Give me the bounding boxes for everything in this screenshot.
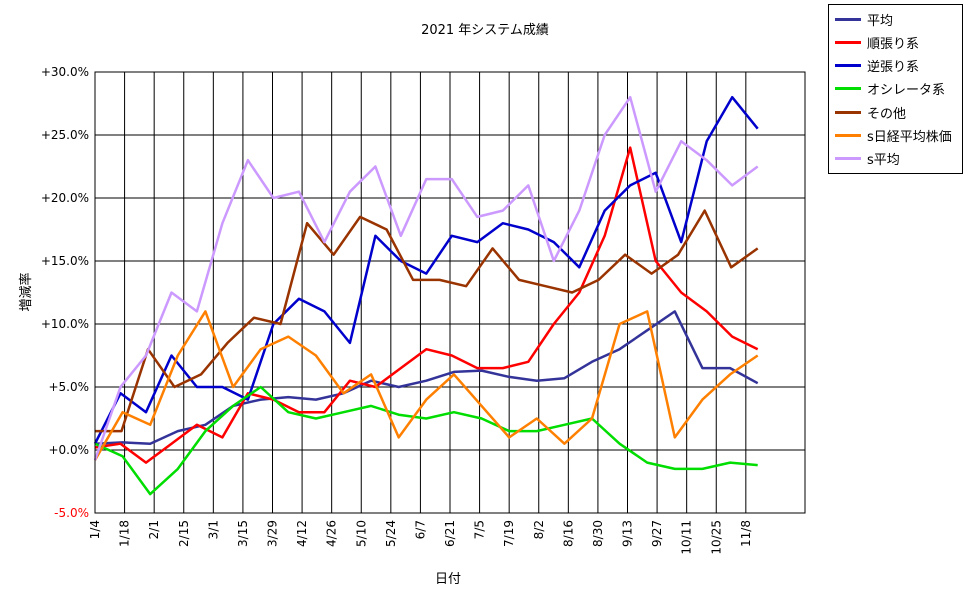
legend-item: s日経平均株価 (835, 126, 952, 146)
legend-item: オシレータ系 (835, 79, 945, 99)
x-tick-label: 1/18 (118, 520, 132, 547)
x-tick-label: 9/27 (650, 520, 664, 547)
x-tick-label: 8/30 (591, 520, 605, 547)
series-line (93, 310, 759, 461)
legend-item: 逆張り系 (835, 56, 919, 76)
y-tick-label: +10.0% (41, 317, 89, 331)
legend-swatch (835, 17, 861, 21)
legend: 平均順張り系逆張り系オシレータ系 その他 s日経平均株価 s平均 (828, 4, 963, 174)
x-tick-label: 3/1 (206, 520, 220, 539)
legend-swatch (835, 134, 861, 137)
legend-label: 逆張り系 (867, 60, 920, 76)
x-tick-label: 4/26 (325, 520, 339, 547)
y-tick-label: +30.0% (41, 65, 89, 79)
x-tick-label: 6/21 (443, 520, 457, 547)
y-tick-label: +25.0% (41, 128, 89, 142)
plot-area-border (94, 71, 806, 514)
series-lines (93, 95, 759, 496)
y-tick-label: +5.0% (48, 380, 89, 394)
x-tick-label: 9/13 (621, 520, 635, 547)
x-axis-label: 日付 (435, 572, 461, 587)
legend-item: 順張り系 (835, 32, 919, 52)
x-tick-label: 8/2 (532, 520, 546, 539)
x-tick-labels: 1/4 1/18 2/1 2/15 3/1 3/15 3/29 4/12 4/26 5/10 5/2… (88, 520, 753, 555)
legend-swatch (835, 40, 861, 44)
x-tick-label: 5/10 (354, 520, 368, 547)
x-tick-label: 10/11 (680, 520, 694, 555)
y-tick-label: -5.0% (54, 506, 89, 520)
series-line (93, 95, 759, 461)
x-tick-label: 7/19 (502, 520, 516, 547)
series-line (94, 385, 758, 496)
legend-label: 順張り系 (867, 36, 920, 52)
series-line (93, 95, 759, 445)
legend-item: 平均 (835, 9, 893, 29)
legend-swatch (835, 64, 861, 68)
series-line (94, 310, 759, 445)
legend-label: 平均 (867, 13, 894, 29)
legend-item: その他 (835, 102, 906, 122)
legend-label: s日経平均株価 (867, 130, 952, 145)
legend-label: s平均 (867, 153, 900, 169)
x-tick-label: 10/25 (709, 520, 723, 555)
legend-item: s平均 (835, 149, 900, 169)
chart-title: 2021 年システム成績 (421, 23, 549, 38)
legend-swatch (835, 157, 861, 161)
y-tick-labels: +30.0% +25.0% +20.0% +15.0% +10.0% +5.0% +0.0%… (41, 65, 89, 520)
y-tick-label: +15.0% (41, 254, 89, 268)
legend-label: その他 (867, 106, 907, 122)
legend-swatch (835, 110, 861, 114)
x-tick-label: 3/29 (266, 520, 280, 547)
x-tick-label: 2/1 (147, 520, 161, 539)
x-tick-label: 1/4 (88, 520, 102, 539)
series-line (95, 209, 759, 433)
x-tick-label: 2/15 (177, 520, 191, 547)
y-tick-label: +0.0% (48, 443, 89, 457)
x-tick-label: 4/12 (295, 520, 309, 547)
x-tick-label: 5/24 (384, 520, 398, 547)
series-line (94, 146, 759, 464)
legend-swatch (835, 87, 861, 91)
y-axis-label: 増減率 (18, 272, 34, 311)
x-tick-label: 8/16 (561, 520, 575, 547)
x-tick-label: 11/8 (739, 520, 753, 547)
legend-label: オシレータ系 (867, 83, 946, 99)
x-tick-label: 7/5 (473, 520, 487, 539)
y-tick-label: +20.0% (41, 191, 89, 205)
x-tick-label: 6/7 (413, 520, 427, 539)
x-tick-label: 3/15 (236, 520, 250, 547)
